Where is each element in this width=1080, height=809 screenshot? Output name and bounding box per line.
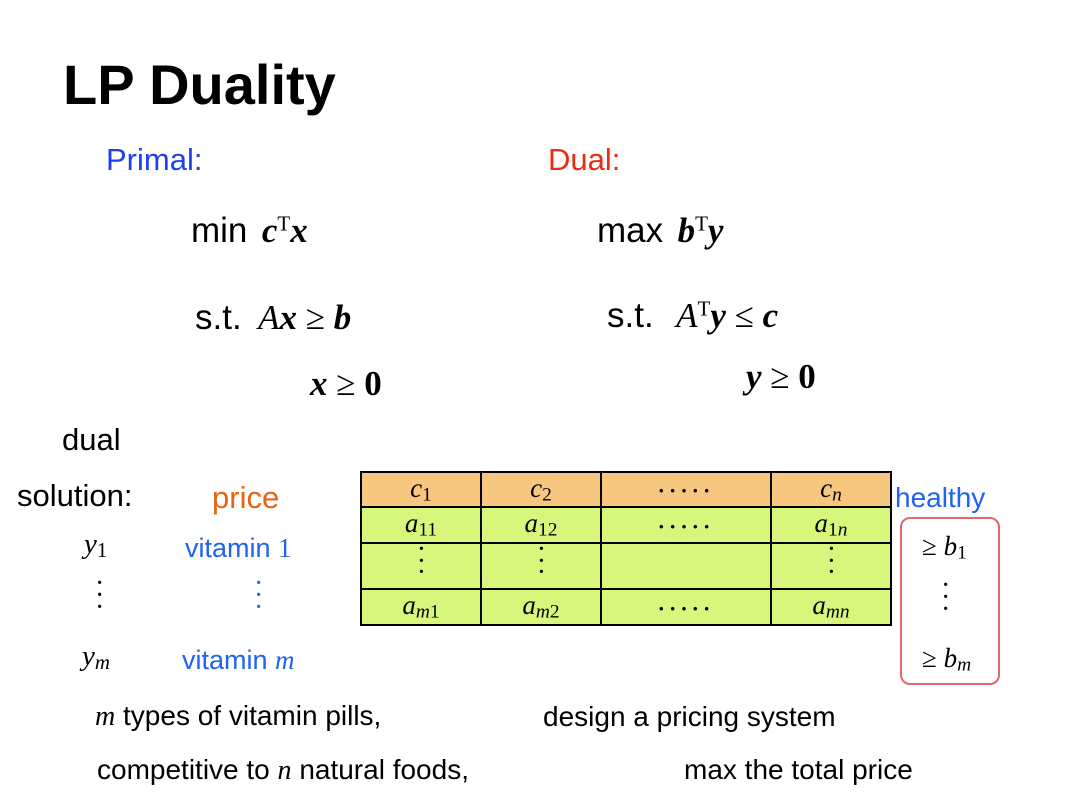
slide-title: LP Duality	[63, 53, 336, 116]
vitamin-m-text: vitamin	[182, 645, 268, 675]
y1-label: y1	[84, 528, 108, 562]
healthy-b1: ≥ b1	[922, 531, 967, 564]
cell-c1: c1	[360, 470, 482, 509]
natural-foods-text: natural foods,	[299, 754, 469, 785]
cell-vdots: · · ·	[770, 535, 892, 591]
dual-solution-line1: dual	[62, 422, 121, 457]
primal-label: Primal:	[106, 142, 203, 177]
bottom-line1-left: m types of vitamin pills,	[95, 700, 382, 732]
bottom-line2-right: max the total price	[684, 754, 913, 785]
ym-label: ym	[82, 640, 110, 674]
y-vertical-ellipsis: · · ·	[95, 568, 105, 623]
cell-amn: amn	[770, 588, 892, 626]
vitamin-pills-text: types of vitamin pills,	[123, 700, 382, 731]
dual-nonneg: y ≥ 0	[746, 357, 816, 396]
dual-st-keyword: s.t.	[607, 296, 654, 335]
cell-c2: c2	[480, 470, 602, 509]
vitamin-1-label: vitamin 1	[185, 533, 292, 564]
matrix-row-1: a11 a12 ····· a1n	[360, 506, 892, 544]
bottom-line2-left: competitive to n natural foods,	[97, 754, 469, 786]
cell-dots: ·····	[600, 588, 772, 626]
dual-solution-line2: solution:	[17, 478, 133, 513]
vitamin-1-index: 1	[278, 533, 292, 563]
cell-am2: am2	[480, 588, 602, 626]
healthy-constraint-box	[900, 517, 1000, 685]
bottom-line1-right: design a pricing system	[543, 701, 836, 732]
primal-constraint: s.t. Ax ≥ b	[195, 298, 352, 337]
cell-a12: a12	[480, 506, 602, 544]
primal-st-keyword: s.t.	[195, 298, 242, 337]
dual-constraint: s.t. ATy ≤ c	[607, 296, 779, 335]
matrix-row-m: am1 am2 ····· amn	[360, 588, 892, 626]
vitamin-vertical-ellipsis: · · ·	[254, 568, 264, 623]
healthy-bm: ≥ bm	[922, 643, 972, 676]
primal-objective: min cTx	[191, 211, 308, 250]
dual-max-keyword: max	[597, 211, 664, 250]
dual-objective: max bTy	[597, 211, 724, 250]
competitive-text: competitive to	[97, 754, 270, 785]
cell-vdots: · · ·	[480, 535, 602, 591]
primal-min-keyword: min	[191, 211, 248, 250]
price-label: price	[212, 480, 280, 515]
cell-dots: ·····	[600, 506, 772, 544]
vitamin-1-text: vitamin	[185, 533, 271, 563]
dual-label: Dual:	[548, 142, 621, 177]
cell-dots: ·····	[600, 470, 772, 509]
cost-row: c1 c2 ····· cn	[360, 470, 892, 509]
vitamin-food-matrix: c1 c2 ····· cn a11 a12 ····· a1n · · · · · ·…	[360, 470, 892, 626]
cell-empty	[600, 541, 772, 591]
cell-cn: cn	[770, 470, 892, 509]
cell-vdots: · · ·	[360, 535, 482, 591]
primal-nonneg: x ≥ 0	[310, 364, 382, 403]
matrix-row-ellipsis: · · · · · · · · ·	[360, 535, 892, 591]
healthy-vertical-ellipsis: · · ·	[941, 570, 951, 625]
cell-am1: am1	[360, 588, 482, 626]
healthy-label: healthy	[895, 482, 986, 513]
cell-a1n: a1n	[770, 506, 892, 544]
cell-a11: a11	[360, 506, 482, 544]
vitamin-m-label: vitamin m	[182, 645, 295, 676]
vitamin-m-index: m	[275, 645, 295, 675]
